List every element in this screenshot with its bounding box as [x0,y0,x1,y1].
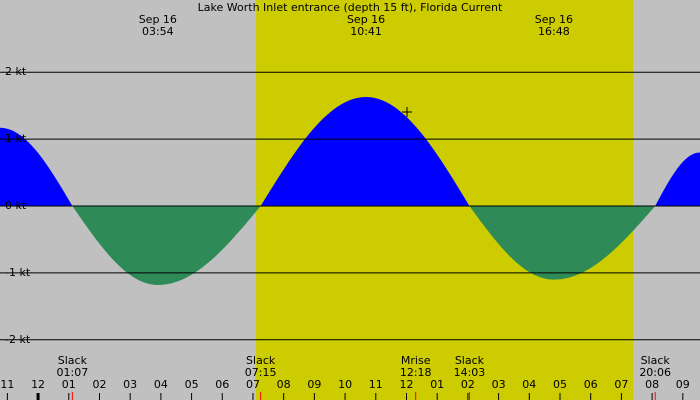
x-tick-label: 04 [522,378,536,391]
y-tick-label: 0 kt [5,199,27,212]
x-tick-label: 06 [584,378,598,391]
x-tick-label: 09 [307,378,321,391]
peak-time: 16:48 [538,25,570,38]
cursor-mark [402,107,412,117]
x-tick-label: 11 [0,378,14,391]
x-tick-label: 09 [676,378,690,391]
x-tick-label: 12 [399,378,413,391]
x-tick-label: 05 [553,378,567,391]
current-area [260,96,470,207]
x-tick-label: 02 [461,378,475,391]
current-area [72,206,261,285]
x-tick-label: 04 [154,378,168,391]
peak-date: Sep 16 [347,13,385,26]
x-tick-label: 08 [277,378,291,391]
event-time: 14:03 [454,366,486,379]
x-tick-label: 05 [185,378,199,391]
y-tick-label: -1 kt [5,266,31,279]
y-tick-label: -2 kt [5,333,31,346]
x-tick-label: 08 [645,378,659,391]
event-label: Mrise [401,354,431,367]
current-area [0,127,73,207]
current-area [655,152,700,207]
x-tick-label: 03 [123,378,137,391]
x-tick-label: 01 [62,378,76,391]
y-tick-label: 1 kt [5,132,27,145]
event-label: Slack [58,354,88,367]
peak-time: 03:54 [142,25,174,38]
peak-time: 10:41 [350,25,382,38]
event-label: Slack [455,354,485,367]
event-time: 12:18 [400,366,432,379]
chart-title: Lake Worth Inlet entrance (depth 15 ft),… [198,1,503,14]
y-tick-label: 2 kt [5,65,27,78]
x-tick-label: 01 [430,378,444,391]
event-time: 07:15 [245,366,277,379]
event-time: 20:06 [639,366,671,379]
x-tick-label: 06 [215,378,229,391]
x-tick-label: 10 [338,378,352,391]
current-area [469,206,656,280]
x-tick-label: 07 [614,378,628,391]
x-tick-label: 07 [246,378,260,391]
event-label: Slack [246,354,276,367]
event-time: 01:07 [57,366,89,379]
event-label: Slack [641,354,671,367]
x-tick-label: 11 [369,378,383,391]
x-tick-label: 12 [31,378,45,391]
peak-date: Sep 16 [535,13,573,26]
peak-date: Sep 16 [139,13,177,26]
x-tick-label: 02 [92,378,106,391]
x-tick-label: 03 [492,378,506,391]
